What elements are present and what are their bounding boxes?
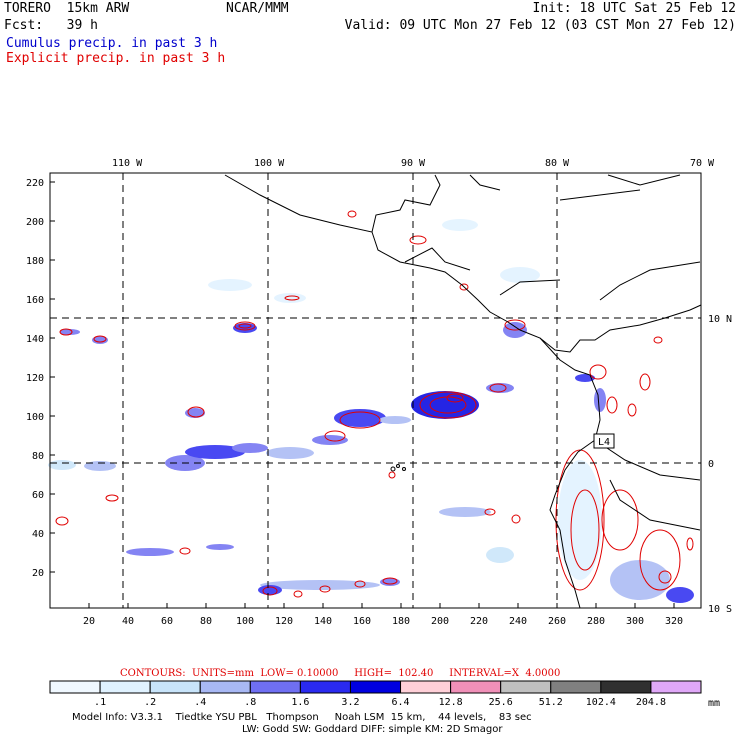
init-time: Init: 18 UTC Sat 25 Feb 12: [532, 1, 737, 16]
model-title: TORERO 15km ARW: [4, 1, 130, 16]
inset-box-label: L4: [598, 437, 610, 448]
lat-label: 0: [708, 459, 714, 470]
x-tick-label: 320: [665, 616, 683, 627]
color-bar-box: [500, 680, 552, 694]
x-tick-label: 260: [548, 616, 566, 627]
graticule: [50, 173, 701, 608]
y-tick-label: 120: [26, 373, 44, 384]
color-bar-label: 6.4: [392, 697, 410, 708]
color-bar-box: [299, 680, 351, 694]
y-tick-label: 200: [26, 217, 44, 228]
lon-label: 70 W: [690, 158, 715, 169]
x-tick-label: 280: [587, 616, 605, 627]
color-bar-label: 102.4: [586, 697, 616, 708]
model-info-line1: Model Info: V3.3.1 Tiedtke YSU PBL Thomp…: [72, 712, 532, 723]
inset-box: [593, 433, 615, 449]
x-tick-label: 20: [83, 616, 95, 627]
color-bar-unit: mm: [708, 698, 720, 709]
forecast-hour: Fcst: 39 h: [4, 18, 98, 33]
x-axis-labels: 20 40 60 80 100 120 140 160 180 200 220 …: [83, 616, 683, 627]
color-bar-box: [99, 680, 151, 694]
explicit-precip-contours: [55, 210, 694, 598]
valid-time: Valid: 09 UTC Mon 27 Feb 12 (03 CST Mon …: [344, 18, 736, 33]
cumulus-precip-areas: [48, 219, 694, 603]
lon-label: 100 W: [254, 158, 285, 169]
y-tick-label: 40: [32, 529, 44, 540]
field-cumulus-label: Cumulus precip. in past 3 h: [6, 36, 218, 51]
x-tick-label: 120: [275, 616, 293, 627]
y-tick-label: 160: [26, 295, 44, 306]
x-tick-label: 200: [431, 616, 449, 627]
organization: NCAR/MMM: [226, 1, 289, 16]
color-bar-label: 204.8: [636, 697, 666, 708]
lon-label: 80 W: [545, 158, 570, 169]
x-tick-label: 220: [470, 616, 488, 627]
x-tick-label: 140: [314, 616, 332, 627]
color-bar-label: 51.2: [539, 697, 563, 708]
x-tick-label: 100: [236, 616, 254, 627]
color-bar-label: .4: [194, 697, 206, 708]
color-bar-box: [249, 680, 301, 694]
contour-info: CONTOURS: UNITS=mm LOW= 0.10000 HIGH= 10…: [120, 668, 560, 679]
y-tick-label: 140: [26, 334, 44, 345]
x-tick-label: 80: [200, 616, 212, 627]
longitude-labels: 110 W 100 W 90 W 80 W 70 W: [112, 158, 715, 169]
x-tick-label: 40: [122, 616, 134, 627]
x-tick-label: 60: [161, 616, 173, 627]
color-bar-label: 1.6: [291, 697, 309, 708]
coastlines: [224, 174, 702, 609]
model-info-line2: LW: Godd SW: Goddard DIFF: simple KM: 2D…: [242, 724, 503, 735]
color-bar-box: [450, 680, 502, 694]
color-bar-box: [550, 680, 602, 694]
x-tick-label: 240: [509, 616, 527, 627]
lon-label: 90 W: [401, 158, 426, 169]
color-bar-label: 25.6: [489, 697, 513, 708]
x-tick-label: 300: [626, 616, 644, 627]
lat-label: 10 N: [708, 314, 732, 325]
color-bar-label: .1: [94, 697, 106, 708]
lat-label: 10 S: [708, 604, 732, 615]
x-axis-ticks: [88, 603, 675, 608]
map-frame: [49, 172, 702, 609]
x-tick-label: 160: [353, 616, 371, 627]
y-tick-label: 100: [26, 412, 44, 423]
color-bar-label: .8: [244, 697, 256, 708]
color-bar-box: [650, 680, 702, 694]
latitude-labels: 10 N 0 10 S: [708, 314, 732, 615]
color-bar-box: [349, 680, 402, 694]
color-bar-label: .2: [144, 697, 156, 708]
y-tick-label: 20: [32, 568, 44, 579]
color-bar: .1 .2 .4 .8 1.6 3.2 6.4 12.8 25.6 51.2 102.4 204.8: [49, 680, 702, 708]
y-axis-labels: 220 200 180 160 140 120 100 80 60 40 20: [26, 178, 44, 579]
y-tick-label: 180: [26, 256, 44, 267]
field-explicit-label: Explicit precip. in past 3 h: [6, 51, 226, 66]
color-bar-label: 12.8: [439, 697, 463, 708]
lon-label: 110 W: [112, 158, 143, 169]
y-axis-ticks: [50, 181, 55, 573]
color-bar-label: 3.2: [341, 697, 359, 708]
color-bar-box: [199, 680, 251, 694]
color-bar-box: [149, 680, 201, 694]
color-bar-box: [400, 680, 452, 694]
y-tick-label: 80: [32, 451, 44, 462]
y-tick-label: 220: [26, 178, 44, 189]
x-tick-label: 180: [392, 616, 410, 627]
color-bar-box: [49, 680, 101, 694]
color-bar-box: [600, 680, 652, 694]
y-tick-label: 60: [32, 490, 44, 501]
